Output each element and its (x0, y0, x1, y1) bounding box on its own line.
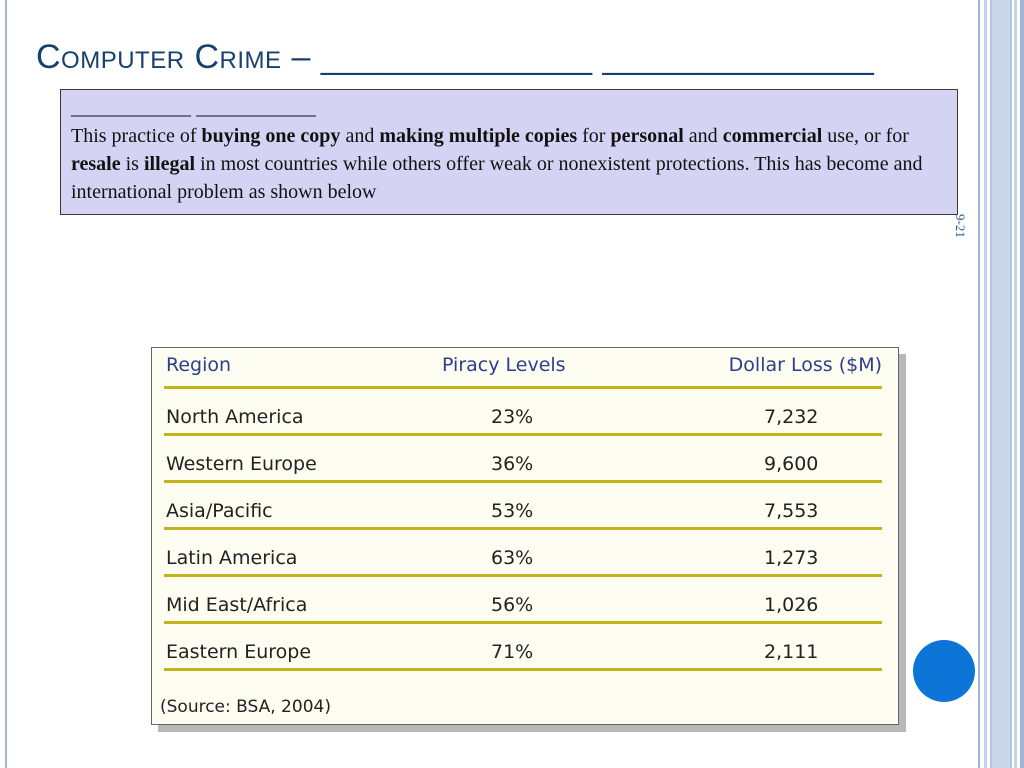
blank-line: ____________ ____________ (71, 97, 316, 119)
table-row: Eastern Europe 71% 2,111 (164, 624, 882, 671)
row-piracy: 23% (491, 406, 534, 428)
paragraph-text: for (577, 125, 611, 147)
description-box: ____________ ____________ This practice … (60, 89, 958, 215)
source-note: (Source: BSA, 2004) (160, 697, 331, 717)
blue-circle-decoration (913, 640, 975, 702)
table-row: Mid East/Africa 56% 1,026 (164, 577, 882, 624)
row-region: Mid East/Africa (166, 594, 308, 616)
row-region: Latin America (166, 547, 298, 569)
slide-title: Computer Crime – ______________ ________… (36, 38, 875, 76)
paragraph-text: and (683, 125, 723, 147)
emphasis-text: making multiple copies (379, 125, 578, 147)
emphasis-text: buying one copy (201, 125, 341, 147)
row-region: North America (166, 406, 304, 428)
emphasis-text: commercial (722, 125, 823, 147)
table-row: Western Europe 36% 9,600 (164, 436, 882, 483)
table-row: Asia/Pacific 53% 7,553 (164, 483, 882, 530)
header-piracy-levels: Piracy Levels (442, 354, 566, 376)
header-region: Region (166, 354, 232, 376)
table-row: Latin America 63% 1,273 (164, 530, 882, 577)
left-border-decoration (0, 0, 12, 768)
paragraph-text: This practice of (71, 125, 202, 147)
header-dollar-loss: Dollar Loss ($M) (728, 354, 882, 376)
row-piracy: 63% (491, 547, 534, 569)
emphasis-text: illegal (143, 153, 196, 175)
row-loss: 7,232 (764, 406, 819, 428)
table-row: North America 23% 7,232 (164, 389, 882, 436)
row-piracy: 36% (491, 453, 534, 475)
emphasis-text: resale (71, 153, 121, 175)
row-loss: 2,111 (764, 641, 819, 663)
paragraph-text: in most countries while others offer wea… (71, 153, 923, 203)
row-region: Eastern Europe (166, 641, 312, 663)
row-piracy: 53% (491, 500, 534, 522)
piracy-table: Region Piracy Levels Dollar Loss ($M) No… (151, 347, 899, 725)
row-piracy: 56% (491, 594, 534, 616)
row-region: Asia/Pacific (166, 500, 273, 522)
row-loss: 1,026 (764, 594, 819, 616)
row-loss: 7,553 (764, 500, 819, 522)
row-region: Western Europe (166, 453, 317, 475)
right-border-decoration (978, 0, 1024, 768)
emphasis-text: personal (610, 125, 684, 147)
row-loss: 9,600 (764, 453, 819, 475)
paragraph-text: is (120, 153, 144, 175)
slide-number: 9-21 (953, 214, 968, 238)
row-piracy: 71% (491, 641, 534, 663)
table-header-row: Region Piracy Levels Dollar Loss ($M) (164, 348, 882, 389)
paragraph-text: and (340, 125, 380, 147)
row-loss: 1,273 (764, 547, 819, 569)
description-paragraph: This practice of buying one copy and mak… (71, 122, 947, 206)
paragraph-text: use, or for (822, 125, 909, 147)
